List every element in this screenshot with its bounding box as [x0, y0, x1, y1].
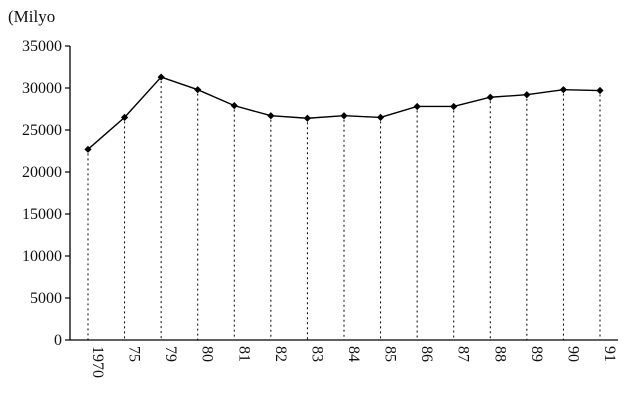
y-tick-label: 25000 [22, 122, 62, 139]
data-point [157, 73, 165, 81]
y-tick-label: 35000 [22, 38, 62, 55]
data-point [84, 145, 92, 153]
data-point [303, 114, 312, 122]
data-point [230, 102, 238, 110]
x-tick-label: 87 [455, 346, 472, 362]
y-tick-label: 30000 [22, 80, 62, 97]
x-tick-labels: 1970 75 79 80 81 82 83 84 85 86 87 88 89 90 91 [89, 346, 618, 378]
drop-lines [87, 81, 601, 340]
x-tick-label: 86 [418, 346, 435, 362]
series [84, 73, 604, 153]
data-point [450, 102, 458, 111]
data-point [559, 86, 568, 94]
x-tick-label: 81 [235, 346, 252, 362]
y-tick-label: 10000 [22, 248, 62, 265]
y-tick-label: 20000 [22, 164, 62, 181]
y-axis-unit-label: (Milyo [8, 7, 55, 26]
y-tick-label: 15000 [22, 206, 62, 223]
data-point [596, 86, 604, 95]
x-tick-label: 80 [199, 346, 216, 362]
x-tick-label: 89 [528, 346, 545, 362]
data-point [267, 112, 275, 120]
y-tick-label: 5000 [30, 290, 62, 307]
x-tick-label: 84 [345, 346, 362, 362]
y-axis: 0 5000 10000 15000 20000 25000 30000 35000 [22, 38, 71, 349]
data-point [194, 86, 202, 94]
x-tick-label: 90 [564, 346, 581, 362]
data-point [486, 93, 494, 101]
data-point [120, 113, 129, 121]
x-tick-label: 75 [126, 346, 143, 362]
y-tick-label: 0 [54, 332, 62, 349]
x-tick-label: 83 [308, 346, 325, 362]
x-tick-label: 1970 [89, 346, 106, 378]
data-point [523, 91, 531, 99]
data-point [376, 113, 385, 121]
x-tick-label: 82 [272, 346, 289, 362]
data-point [413, 102, 421, 111]
x-tick-label: 85 [382, 346, 399, 362]
data-point [340, 112, 348, 120]
x-tick-label: 79 [162, 346, 179, 362]
x-tick-label: 88 [491, 346, 508, 362]
x-tick-label: 91 [601, 346, 618, 362]
